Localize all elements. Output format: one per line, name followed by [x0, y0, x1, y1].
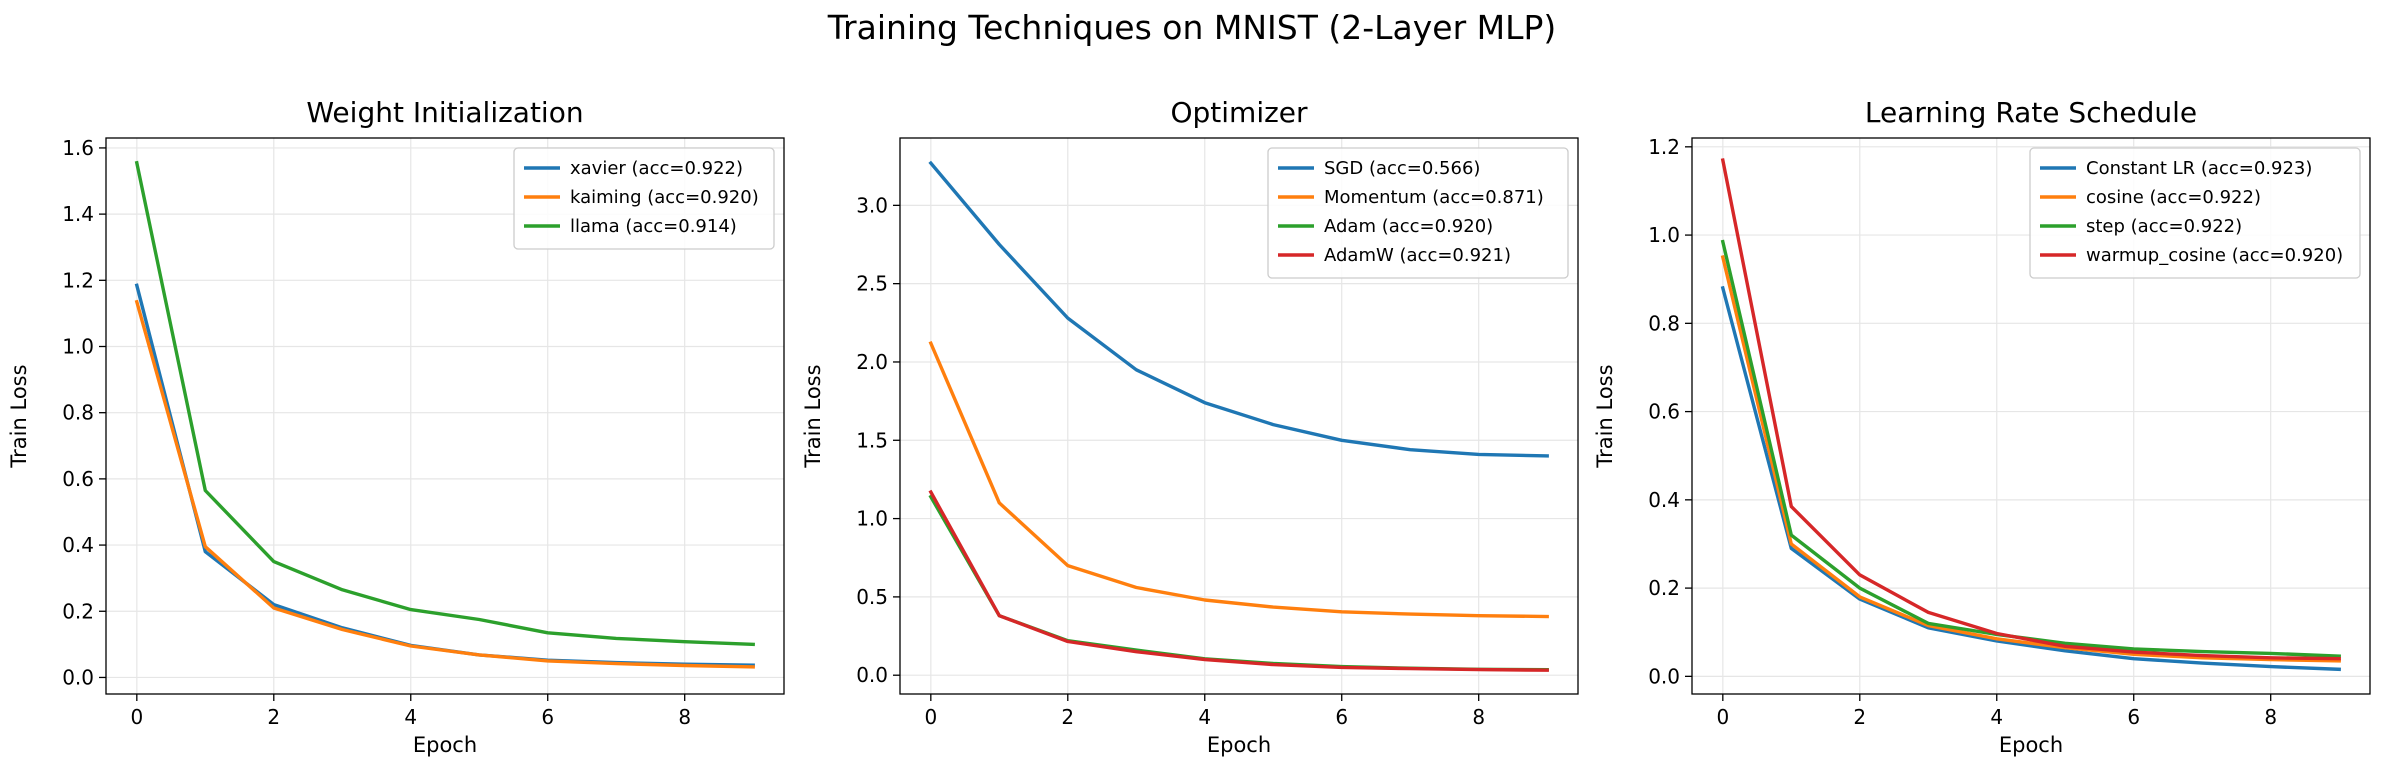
series-line-4: [928, 489, 1549, 672]
y-axis-label: Train Loss: [1593, 364, 1617, 468]
legend: xavier (acc=0.922) kaiming (acc=0.920) lla…: [513, 147, 775, 250]
y-tick-label: 0.4: [1648, 488, 1680, 512]
x-tick-label: 0: [924, 705, 937, 729]
x-tick-label: 0: [130, 705, 143, 729]
series-line-3: [134, 160, 755, 647]
chart-panel-2: 0 2 4 6 8 0.0 0.5 1.0 1.5 2.0 2.5 3.0 Optimizer Epoch…: [801, 96, 1579, 757]
x-tick-label: 4: [1990, 705, 2003, 729]
y-axis-label: Train Loss: [7, 364, 31, 468]
y-tick-label: 1.0: [1648, 223, 1680, 247]
y-tick-label: 0.0: [1648, 664, 1680, 688]
legend-entry: step (acc=0.922): [2086, 216, 2242, 237]
legend-entry: kaiming (acc=0.920): [570, 187, 759, 208]
y-tick-label: 0.8: [62, 401, 94, 425]
series-line-1: [1720, 285, 2341, 672]
x-tick-label: 4: [404, 705, 417, 729]
x-axis-label: Epoch: [1999, 733, 2063, 757]
series-line-2: [134, 299, 755, 669]
axes-frame: [105, 137, 785, 695]
series-line-1: [134, 283, 755, 667]
x-axis-label: Epoch: [413, 733, 477, 757]
x-tick-label: 2: [1061, 705, 1074, 729]
y-tick-label: 0.2: [62, 599, 94, 623]
axes-frame: [1691, 137, 2371, 695]
y-tick-label: 0.5: [856, 585, 888, 609]
chart-panel-3: 0 2 4 6 8 0.0 0.2 0.4 0.6 0.8 1.0 1.2 Learning Rate …: [1593, 96, 2371, 757]
chart-panel-1: 0 2 4 6 8 0.0 0.2 0.4 0.6 0.8 1.0 1.2 1.4 1.6 Weight I…: [7, 96, 785, 757]
y-tick-label: 0.0: [856, 663, 888, 687]
x-tick-label: 4: [1198, 705, 1211, 729]
chart-title: Learning Rate Schedule: [1865, 96, 2197, 129]
legend-entry: llama (acc=0.914): [570, 216, 737, 237]
figure-title: Training Techniques on MNIST (2-Layer ML…: [827, 8, 1557, 47]
y-tick-label: 1.5: [856, 428, 888, 452]
x-tick-label: 8: [678, 705, 691, 729]
y-tick-label: 0.6: [1648, 400, 1680, 424]
y-tick-label: 0.0: [62, 665, 94, 689]
y-tick-label: 2.5: [856, 272, 888, 296]
y-tick-label: 1.0: [856, 507, 888, 531]
series-line-1: [928, 160, 1549, 458]
x-tick-label: 6: [2127, 705, 2140, 729]
chart-title: Weight Initialization: [306, 96, 583, 129]
x-tick-label: 2: [267, 705, 280, 729]
legend-entry: Adam (acc=0.920): [1324, 216, 1493, 237]
y-tick-label: 1.2: [1648, 135, 1680, 159]
legend-entry: warmup_cosine (acc=0.920): [2086, 245, 2343, 266]
series-line-2: [1720, 255, 2341, 663]
series-line-2: [928, 340, 1549, 619]
legend: Constant LR (acc=0.923) cosine (acc=0.922…: [2029, 147, 2361, 279]
legend-box: [513, 147, 775, 250]
chart-title: Optimizer: [1170, 96, 1308, 129]
legend-entry: xavier (acc=0.922): [570, 158, 743, 179]
legend: SGD (acc=0.566) Momentum (acc=0.871) Adam …: [1267, 147, 1569, 279]
x-tick-label: 8: [1472, 705, 1485, 729]
y-tick-label: 1.2: [62, 268, 94, 292]
x-tick-label: 2: [1853, 705, 1866, 729]
legend-entry: AdamW (acc=0.921): [1324, 245, 1511, 266]
y-tick-label: 1.6: [62, 136, 94, 160]
x-axis-label: Epoch: [1207, 733, 1271, 757]
y-tick-label: 0.6: [62, 467, 94, 491]
legend-entry: Momentum (acc=0.871): [1324, 187, 1544, 208]
x-tick-label: 8: [2264, 705, 2277, 729]
y-tick-label: 0.4: [62, 533, 94, 557]
series-line-3: [1720, 239, 2341, 658]
y-tick-label: 0.8: [1648, 311, 1680, 335]
y-tick-label: 1.4: [62, 202, 94, 226]
y-tick-label: 2.0: [856, 350, 888, 374]
y-tick-label: 0.2: [1648, 576, 1680, 600]
y-axis-label: Train Loss: [801, 364, 825, 468]
legend-box: [2029, 147, 2361, 279]
legend-entry: SGD (acc=0.566): [1324, 158, 1480, 179]
y-tick-label: 3.0: [856, 193, 888, 217]
x-tick-label: 6: [1335, 705, 1348, 729]
series-line-4: [1720, 158, 2341, 661]
legend-entry: Constant LR (acc=0.923): [2086, 158, 2312, 179]
legend-box: [1267, 147, 1569, 279]
axes-frame: [899, 137, 1579, 695]
legend-entry: cosine (acc=0.922): [2086, 187, 2261, 208]
x-tick-label: 0: [1716, 705, 1729, 729]
y-tick-label: 1.0: [62, 335, 94, 359]
x-tick-label: 6: [541, 705, 554, 729]
